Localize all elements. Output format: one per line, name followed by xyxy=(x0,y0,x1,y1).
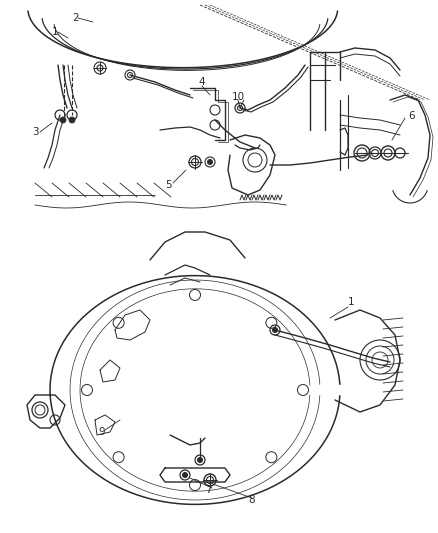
Text: 8: 8 xyxy=(248,495,254,505)
Text: 7: 7 xyxy=(205,485,212,495)
Circle shape xyxy=(198,457,202,463)
Text: 4: 4 xyxy=(198,77,205,87)
Text: 10: 10 xyxy=(232,92,245,102)
Text: 5: 5 xyxy=(165,180,172,190)
Text: 6: 6 xyxy=(408,111,415,121)
Circle shape xyxy=(183,472,187,478)
Text: 1: 1 xyxy=(348,297,355,307)
Text: 1: 1 xyxy=(52,27,59,37)
Text: 2: 2 xyxy=(72,13,79,23)
Circle shape xyxy=(69,117,75,123)
Circle shape xyxy=(272,327,278,333)
Circle shape xyxy=(208,159,212,165)
Circle shape xyxy=(60,117,66,123)
Text: 3: 3 xyxy=(32,127,39,137)
Text: 9: 9 xyxy=(98,427,105,437)
